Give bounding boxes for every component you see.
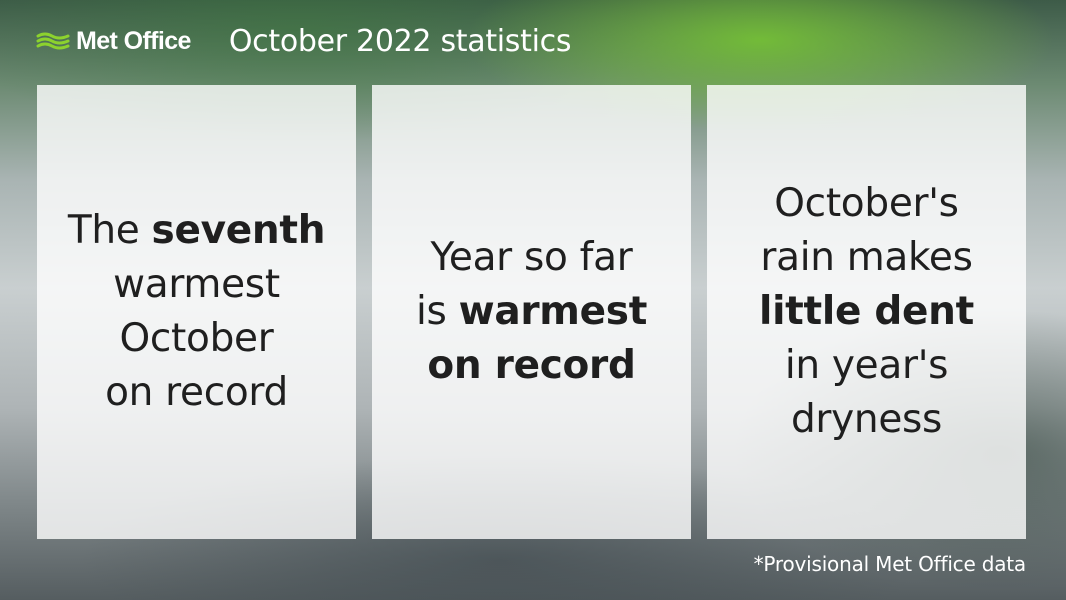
stat-card-october-rain: October's rain makes little dent in year… bbox=[707, 85, 1026, 539]
footnote: *Provisional Met Office data bbox=[753, 552, 1027, 576]
stat-card-warmest-october: The seventh warmest October on record bbox=[37, 85, 356, 539]
card-line: on record bbox=[105, 370, 288, 415]
card-line: on record bbox=[427, 343, 636, 388]
card-line: Year so far bbox=[430, 235, 633, 280]
card-line: little dent bbox=[759, 289, 974, 334]
card-line: dryness bbox=[790, 397, 943, 442]
stat-card-year-so-far: Year so far is warmest on record bbox=[372, 85, 691, 539]
card-line: is warmest bbox=[415, 289, 648, 334]
met-office-logo-icon bbox=[36, 30, 70, 52]
met-office-logo: Met Office bbox=[36, 27, 191, 56]
page-title: October 2022 statistics bbox=[228, 23, 572, 59]
header: Met Office October 2022 statistics bbox=[36, 18, 571, 64]
card-line: rain makes bbox=[760, 235, 973, 280]
card-line: The seventh bbox=[67, 208, 326, 253]
card-line: warmest bbox=[113, 262, 280, 307]
card-line: October's bbox=[774, 181, 959, 226]
card-line: October bbox=[119, 316, 274, 361]
brand-name: Met Office bbox=[76, 26, 191, 55]
card-line: in year's bbox=[784, 343, 949, 388]
